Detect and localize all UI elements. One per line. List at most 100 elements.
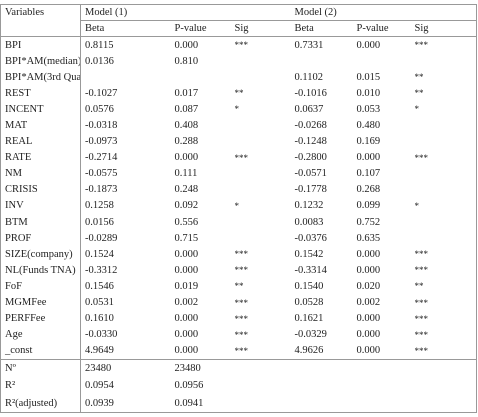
value-cell: 0.015	[356, 71, 381, 83]
value-cell	[411, 214, 477, 230]
value-cell: ***	[414, 297, 429, 308]
value-cell	[171, 69, 231, 85]
header-cell: Model (1)	[80, 4, 291, 21]
value-cell: 0.0576	[85, 103, 114, 115]
value-cell: *	[234, 200, 240, 211]
variable-cell: RATE	[0, 149, 81, 166]
variable-cell: REST	[0, 85, 81, 102]
value-cell: 0.000	[174, 264, 199, 276]
value-cell	[231, 117, 291, 133]
value-cell: ***	[234, 152, 249, 163]
value-cell: *	[414, 200, 420, 211]
data-row: FoF 0.1546 0.019 ** 0.1540 0.020 **	[0, 278, 477, 295]
value-cell: 0.000	[356, 313, 381, 325]
value-cell: 0.000	[174, 152, 199, 164]
value-cell: **	[414, 281, 424, 292]
regression-table: Variables Model (1) Model (2) Beta P-valu…	[0, 4, 477, 413]
data-row: BPI*AM(median) 0.0136 0.810	[0, 53, 477, 70]
value-cell: 0.053	[356, 103, 381, 115]
value-cell: **	[414, 88, 424, 99]
variable-cell: BPI*AM(median)	[0, 53, 81, 70]
value-cell: 0.169	[356, 136, 381, 148]
value-cell	[231, 182, 291, 198]
value-cell: ***	[414, 313, 429, 324]
value-cell: 0.1102	[294, 71, 324, 83]
value-cell: ***	[234, 329, 249, 340]
value-cell: 0.0939	[85, 397, 114, 409]
data-row: MGMFee 0.0531 0.002 *** 0.0528 0.002 ***	[0, 294, 477, 311]
value-cell: -0.1873	[85, 184, 118, 196]
value-cell: -0.0318	[85, 120, 118, 132]
value-cell: 0.002	[174, 297, 199, 309]
variable-cell: MAT	[0, 117, 81, 134]
data-row: CRISIS -0.1873 0.248 -0.1778 0.268	[0, 181, 477, 198]
value-cell: -0.0289	[85, 232, 118, 244]
value-cell: -0.0330	[85, 329, 118, 341]
value-cell: **	[414, 72, 424, 83]
header-cell: P-value	[170, 20, 231, 37]
value-cell: 0.000	[174, 329, 199, 341]
value-cell: 0.635	[356, 232, 381, 244]
variable-cell: INV	[0, 197, 81, 215]
value-cell: **	[234, 88, 244, 99]
variable-cell: MGMFee	[0, 294, 81, 311]
header-cell: Sig	[410, 20, 477, 37]
header-cell: Model (2)	[290, 4, 477, 21]
value-cell: 0.019	[174, 280, 199, 292]
value-cell: 0.020	[356, 280, 381, 292]
variable-cell: Nº	[0, 358, 81, 378]
value-cell: 23480	[170, 358, 231, 378]
header-cell: Beta	[290, 20, 353, 37]
value-cell	[411, 182, 477, 198]
value-cell: -0.0376	[294, 232, 327, 244]
footer-row: R² 0.0954 0.0956	[0, 377, 477, 395]
data-row: REAL -0.0973 0.288 -0.1248 0.169	[0, 133, 477, 150]
value-cell: 0.000	[174, 345, 199, 357]
value-cell: 0.092	[174, 200, 199, 212]
data-row: BTM 0.0156 0.556 0.0083 0.752	[0, 214, 477, 231]
value-cell: 0.1258	[85, 200, 114, 212]
data-row: INV 0.1258 0.092 * 0.1232 0.099 *	[0, 197, 477, 215]
value-cell	[231, 69, 291, 85]
value-cell: ***	[414, 249, 429, 260]
data-row: NM -0.0575 0.111 -0.0571 0.107	[0, 165, 477, 182]
value-cell: 0.8115	[85, 39, 114, 51]
value-cell	[291, 53, 353, 69]
value-cell: 0.0954	[85, 380, 114, 392]
empty-cell	[231, 377, 477, 394]
value-cell	[231, 134, 291, 150]
variable-cell: PERFFee	[0, 310, 81, 327]
value-cell	[411, 53, 477, 69]
value-cell: 0.000	[356, 264, 381, 276]
table-body: Variables Model (1) Model (2) Beta P-valu…	[0, 4, 477, 413]
value-cell: 0.099	[356, 200, 381, 212]
value-cell: 0.0083	[294, 216, 324, 228]
value-cell: 0.0531	[85, 297, 114, 309]
variable-cell: Age	[0, 326, 81, 343]
variable-cell: BPI*AM(3rd Quart.)	[0, 69, 81, 86]
value-cell: 0.268	[356, 184, 381, 196]
variable-cell: REAL	[0, 133, 81, 150]
header-cell	[0, 20, 81, 37]
value-cell: ***	[414, 152, 429, 163]
value-cell: -0.0268	[294, 120, 327, 132]
value-cell: -0.0329	[294, 329, 327, 341]
value-cell: 0.0637	[294, 103, 324, 115]
value-cell	[353, 53, 411, 69]
variable-cell: CRISIS	[0, 181, 81, 198]
value-cell: -0.2800	[294, 152, 327, 164]
data-row: MAT -0.0318 0.408 -0.0268 0.480	[0, 117, 477, 134]
variable-cell: _const	[0, 342, 81, 360]
value-cell	[231, 230, 291, 246]
value-cell: 0.1232	[294, 200, 324, 212]
value-cell: 0.000	[356, 39, 381, 51]
value-cell: 0.0528	[294, 297, 324, 309]
value-cell: -0.1248	[294, 136, 327, 148]
value-cell: 0.556	[174, 216, 199, 228]
value-cell: 23480	[80, 358, 171, 378]
value-cell: -0.0575	[85, 168, 118, 180]
empty-cell	[230, 358, 477, 378]
footer-row: R²(adjusted) 0.0939 0.0941	[0, 394, 477, 413]
value-cell: 0.0136	[85, 55, 114, 67]
